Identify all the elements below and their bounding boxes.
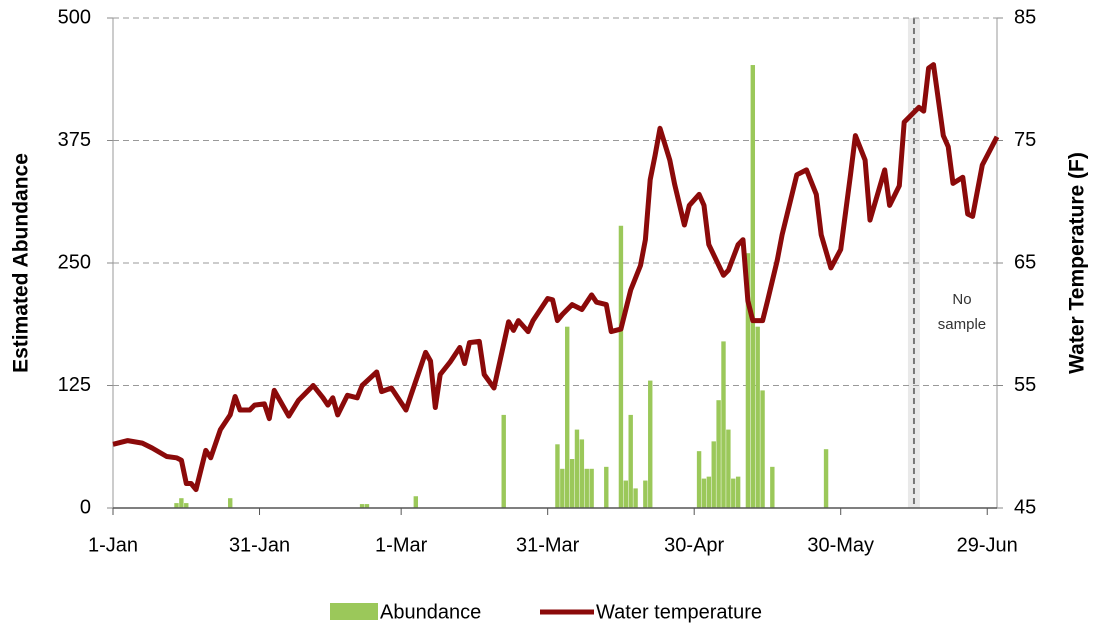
y2-tick-label: 55: [1014, 374, 1036, 396]
bar: [628, 414, 633, 508]
bar: [618, 225, 624, 508]
x-tick-label: 1-Mar: [375, 534, 428, 556]
bar: [184, 503, 189, 508]
y-tick-label: 250: [58, 251, 91, 273]
y-tick-label: 125: [58, 374, 91, 396]
bar: [179, 498, 184, 508]
bar: [359, 504, 365, 508]
bar: [364, 504, 370, 508]
line: [112, 62, 1000, 493]
bar: [711, 441, 716, 508]
y-tick-label: 375: [58, 129, 91, 151]
y-tick-label: 0: [80, 496, 91, 518]
x-tick-label: 30-Apr: [664, 534, 724, 556]
bar: [228, 498, 233, 508]
bar: [569, 459, 575, 508]
annotation-text: No: [952, 291, 971, 308]
bar: [721, 341, 726, 508]
bar: [760, 390, 765, 508]
y2-tick-label: 45: [1014, 496, 1036, 518]
y2-tick-label: 85: [1014, 6, 1036, 28]
y-tick-label: 500: [58, 6, 91, 28]
bar: [574, 429, 580, 508]
bar: [731, 478, 736, 508]
legend-label: Water temperature: [596, 601, 762, 623]
bar: [501, 414, 506, 508]
bar: [584, 468, 589, 508]
bar: [735, 476, 741, 508]
x-tick-label: 31-Jan: [229, 534, 290, 556]
bar: [726, 429, 731, 508]
bar: [565, 326, 570, 508]
legend-label: Abundance: [380, 601, 481, 623]
bar: [633, 488, 638, 508]
bar: [750, 65, 756, 508]
x-tick-label: 30-May: [807, 534, 874, 556]
bar: [701, 478, 707, 508]
bar: [706, 476, 712, 508]
bar: [745, 253, 751, 508]
y2-axis-title: Water Temperature (F): [1066, 152, 1089, 374]
bar: [413, 496, 419, 508]
bar: [589, 468, 594, 508]
y2-tick-label: 75: [1014, 129, 1036, 151]
bar: [755, 326, 760, 508]
legend-swatch: [330, 603, 378, 620]
x-tick-label: 31-Mar: [516, 534, 580, 556]
bar: [648, 380, 653, 508]
bar: [579, 439, 585, 508]
bar: [560, 468, 565, 508]
bar: [696, 451, 702, 508]
x-tick-label: 29-Jun: [957, 534, 1018, 556]
y-axis-title: Estimated Abundance: [10, 153, 33, 373]
bar: [604, 466, 609, 508]
x-tick-label: 1-Jan: [88, 534, 138, 556]
bar: [823, 449, 829, 508]
bar: [623, 480, 629, 508]
bar: [770, 466, 775, 508]
annotation-text: sample: [938, 316, 986, 333]
bar: [174, 503, 179, 508]
bar: [643, 480, 648, 508]
bar: [555, 444, 560, 508]
y2-tick-label: 65: [1014, 251, 1036, 273]
bar: [716, 400, 721, 508]
